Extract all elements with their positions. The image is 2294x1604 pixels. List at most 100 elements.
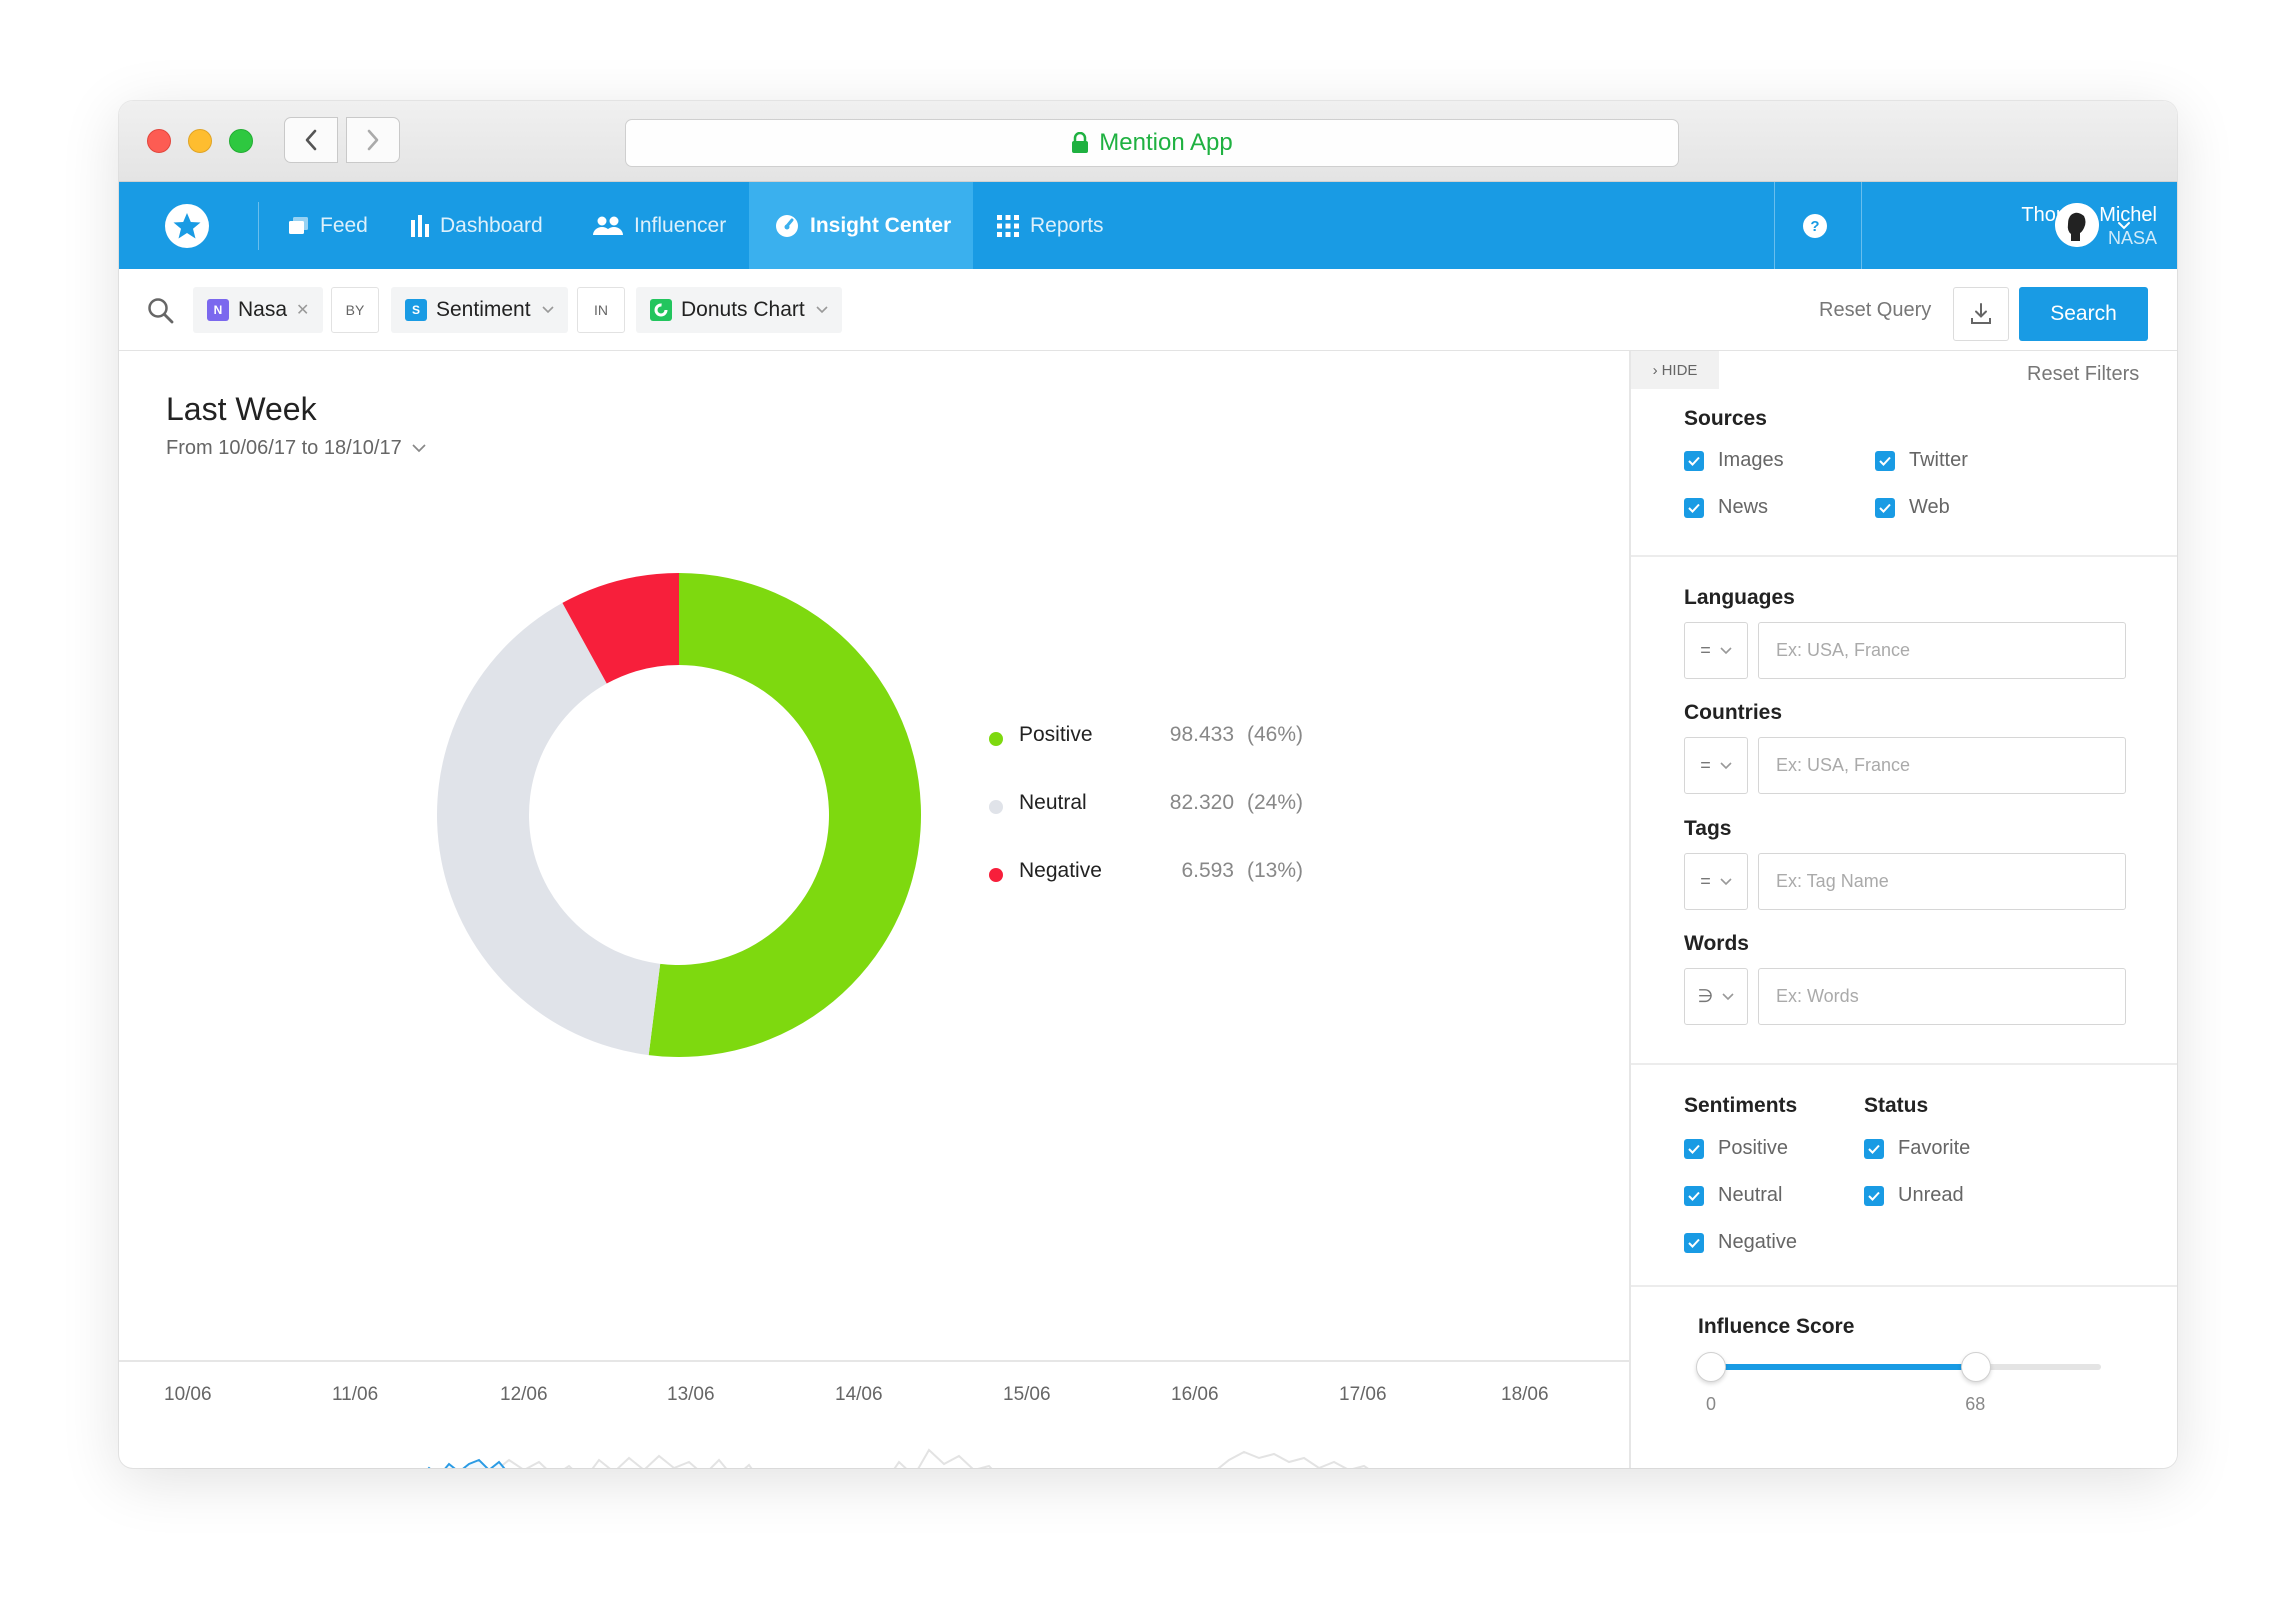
words-input[interactable] (1758, 968, 2126, 1025)
query-chip-nasa[interactable]: N Nasa ✕ (193, 287, 324, 333)
query-bar: N Nasa ✕ BY S Sentiment IN Donuts Chart … (119, 269, 2177, 351)
timeline[interactable]: 10/06 11/06 12/06 13/06 14/06 15/06 16/0… (119, 1360, 1629, 1468)
tags-operator-select[interactable]: = (1684, 853, 1748, 910)
legend-label: Negative (1019, 859, 1102, 882)
avatar[interactable] (2055, 203, 2099, 247)
reset-query-button[interactable]: Reset Query (1819, 299, 1932, 321)
legend-value: 82.320 (1169, 791, 1234, 814)
address-bar[interactable]: Mention App (625, 119, 1679, 167)
checkmark-icon (1684, 1232, 1704, 1253)
hide-label: HIDE (1661, 361, 1698, 379)
sentiment-positive-checkbox[interactable]: Positive (1684, 1137, 1788, 1160)
query-chip-sentiment[interactable]: S Sentiment (391, 287, 568, 333)
in-keyword: IN (577, 287, 625, 333)
countries-operator-select[interactable]: = (1684, 737, 1748, 794)
help-icon[interactable]: ? (1803, 214, 1827, 238)
by-keyword: BY (331, 287, 379, 333)
languages-input[interactable] (1758, 622, 2126, 679)
lock-icon (1071, 132, 1089, 154)
sparkline-area (429, 1460, 504, 1468)
legend-item-neutral: Neutral 82.320 (24%) (989, 791, 1369, 859)
words-operator-select[interactable]: ∋ (1684, 968, 1748, 1025)
timeline-date-label: 12/06 (500, 1384, 548, 1405)
donut-slice-negative[interactable] (562, 573, 679, 684)
search-icon[interactable] (147, 297, 175, 330)
source-web-checkbox[interactable]: Web (1875, 496, 1950, 519)
legend-label: Neutral (1019, 791, 1087, 814)
donut-slice-neutral[interactable] (437, 602, 661, 1056)
sentiment-negative-checkbox[interactable]: Negative (1684, 1231, 1797, 1254)
slider-max-handle[interactable] (1961, 1352, 1992, 1382)
forward-button[interactable] (346, 117, 400, 163)
chip-badge: S (405, 299, 427, 321)
donut-slice-positive[interactable] (648, 573, 921, 1057)
source-twitter-checkbox[interactable]: Twitter (1875, 449, 1968, 472)
checkmark-icon (1875, 497, 1895, 518)
nav-item-dashboard[interactable]: Dashboard (391, 182, 563, 269)
mention-logo-icon[interactable] (165, 204, 209, 248)
operator-value: = (1700, 871, 1711, 891)
legend-swatch (989, 868, 1003, 882)
chevron-down-icon (1722, 992, 1734, 1001)
main-content: Last Week From 10/06/17 to 18/10/17 Posi… (119, 351, 1629, 1468)
hide-panel-button[interactable]: › HIDE (1631, 351, 1719, 389)
sentiment-neutral-checkbox[interactable]: Neutral (1684, 1184, 1782, 1207)
chevron-left-icon (305, 129, 317, 151)
remove-chip-icon[interactable]: ✕ (296, 302, 310, 319)
nav-item-influencer[interactable]: Influencer (573, 182, 746, 269)
sentiments-title: Sentiments (1684, 1094, 1798, 1117)
checkbox-label: Twitter (1909, 449, 1968, 471)
words-title: Words (1684, 932, 1749, 955)
chevron-down-icon (1720, 646, 1732, 655)
status-favorite-checkbox[interactable]: Favorite (1864, 1137, 1970, 1160)
languages-title: Languages (1684, 586, 1795, 609)
timeline-date-label: 17/06 (1339, 1384, 1387, 1405)
sources-title: Sources (1684, 407, 1767, 430)
query-chip-donuts-chart[interactable]: Donuts Chart (636, 287, 842, 333)
operator-value: = (1700, 755, 1711, 775)
legend-label: Positive (1019, 723, 1093, 746)
slider-fill (1711, 1364, 1977, 1370)
checkbox-label: Favorite (1898, 1137, 1971, 1159)
checkmark-icon (1864, 1138, 1884, 1159)
status-title: Status (1864, 1094, 1929, 1117)
checkmark-icon (1684, 450, 1704, 471)
chevron-right-icon (367, 129, 379, 151)
chevron-down-icon (816, 306, 828, 314)
minimize-window-button[interactable] (188, 129, 212, 153)
chevron-down-icon (1720, 877, 1732, 886)
download-button[interactable] (1953, 287, 2009, 341)
timeline-date-label: 14/06 (835, 1384, 883, 1405)
chevron-down-icon[interactable] (2117, 218, 2131, 236)
reset-filters-button[interactable]: Reset Filters (2027, 363, 2140, 385)
chip-badge: N (207, 299, 229, 321)
source-news-checkbox[interactable]: News (1684, 496, 1768, 519)
bar-chart-icon (411, 214, 429, 237)
nav-item-label: Reports (1030, 213, 1104, 237)
influence-score-title: Influence Score (1698, 1315, 1855, 1338)
chip-label: Sentiment (436, 298, 531, 321)
maximize-window-button[interactable] (229, 129, 253, 153)
back-button[interactable] (284, 117, 338, 163)
influence-score-slider[interactable] (1696, 1352, 2101, 1382)
source-images-checkbox[interactable]: Images (1684, 449, 1784, 472)
languages-operator-select[interactable]: = (1684, 622, 1748, 679)
top-navigation: Feed Dashboard Influencer Insight Center… (119, 182, 2177, 269)
checkbox-label: News (1718, 496, 1769, 518)
sentiment-donut-chart (437, 573, 921, 1057)
nav-item-reports[interactable]: Reports (977, 182, 1124, 269)
feed-icon (289, 216, 309, 235)
legend-item-negative: Negative 6.593 (13%) (989, 859, 1369, 927)
sparkline-compare (447, 1448, 1369, 1468)
browser-titlebar: Mention App (119, 101, 2177, 182)
nav-item-feed[interactable]: Feed (269, 182, 388, 269)
tags-input[interactable] (1758, 853, 2126, 910)
status-unread-checkbox[interactable]: Unread (1864, 1184, 1964, 1207)
search-button[interactable]: Search (2019, 287, 2148, 341)
close-window-button[interactable] (147, 129, 171, 153)
nav-item-insight-center[interactable]: Insight Center (749, 182, 973, 269)
slider-min-handle[interactable] (1696, 1352, 1726, 1382)
countries-input[interactable] (1758, 737, 2126, 794)
date-range-selector[interactable]: From 10/06/17 to 18/10/17 (166, 437, 426, 460)
timeline-date-label: 15/06 (1003, 1384, 1051, 1405)
